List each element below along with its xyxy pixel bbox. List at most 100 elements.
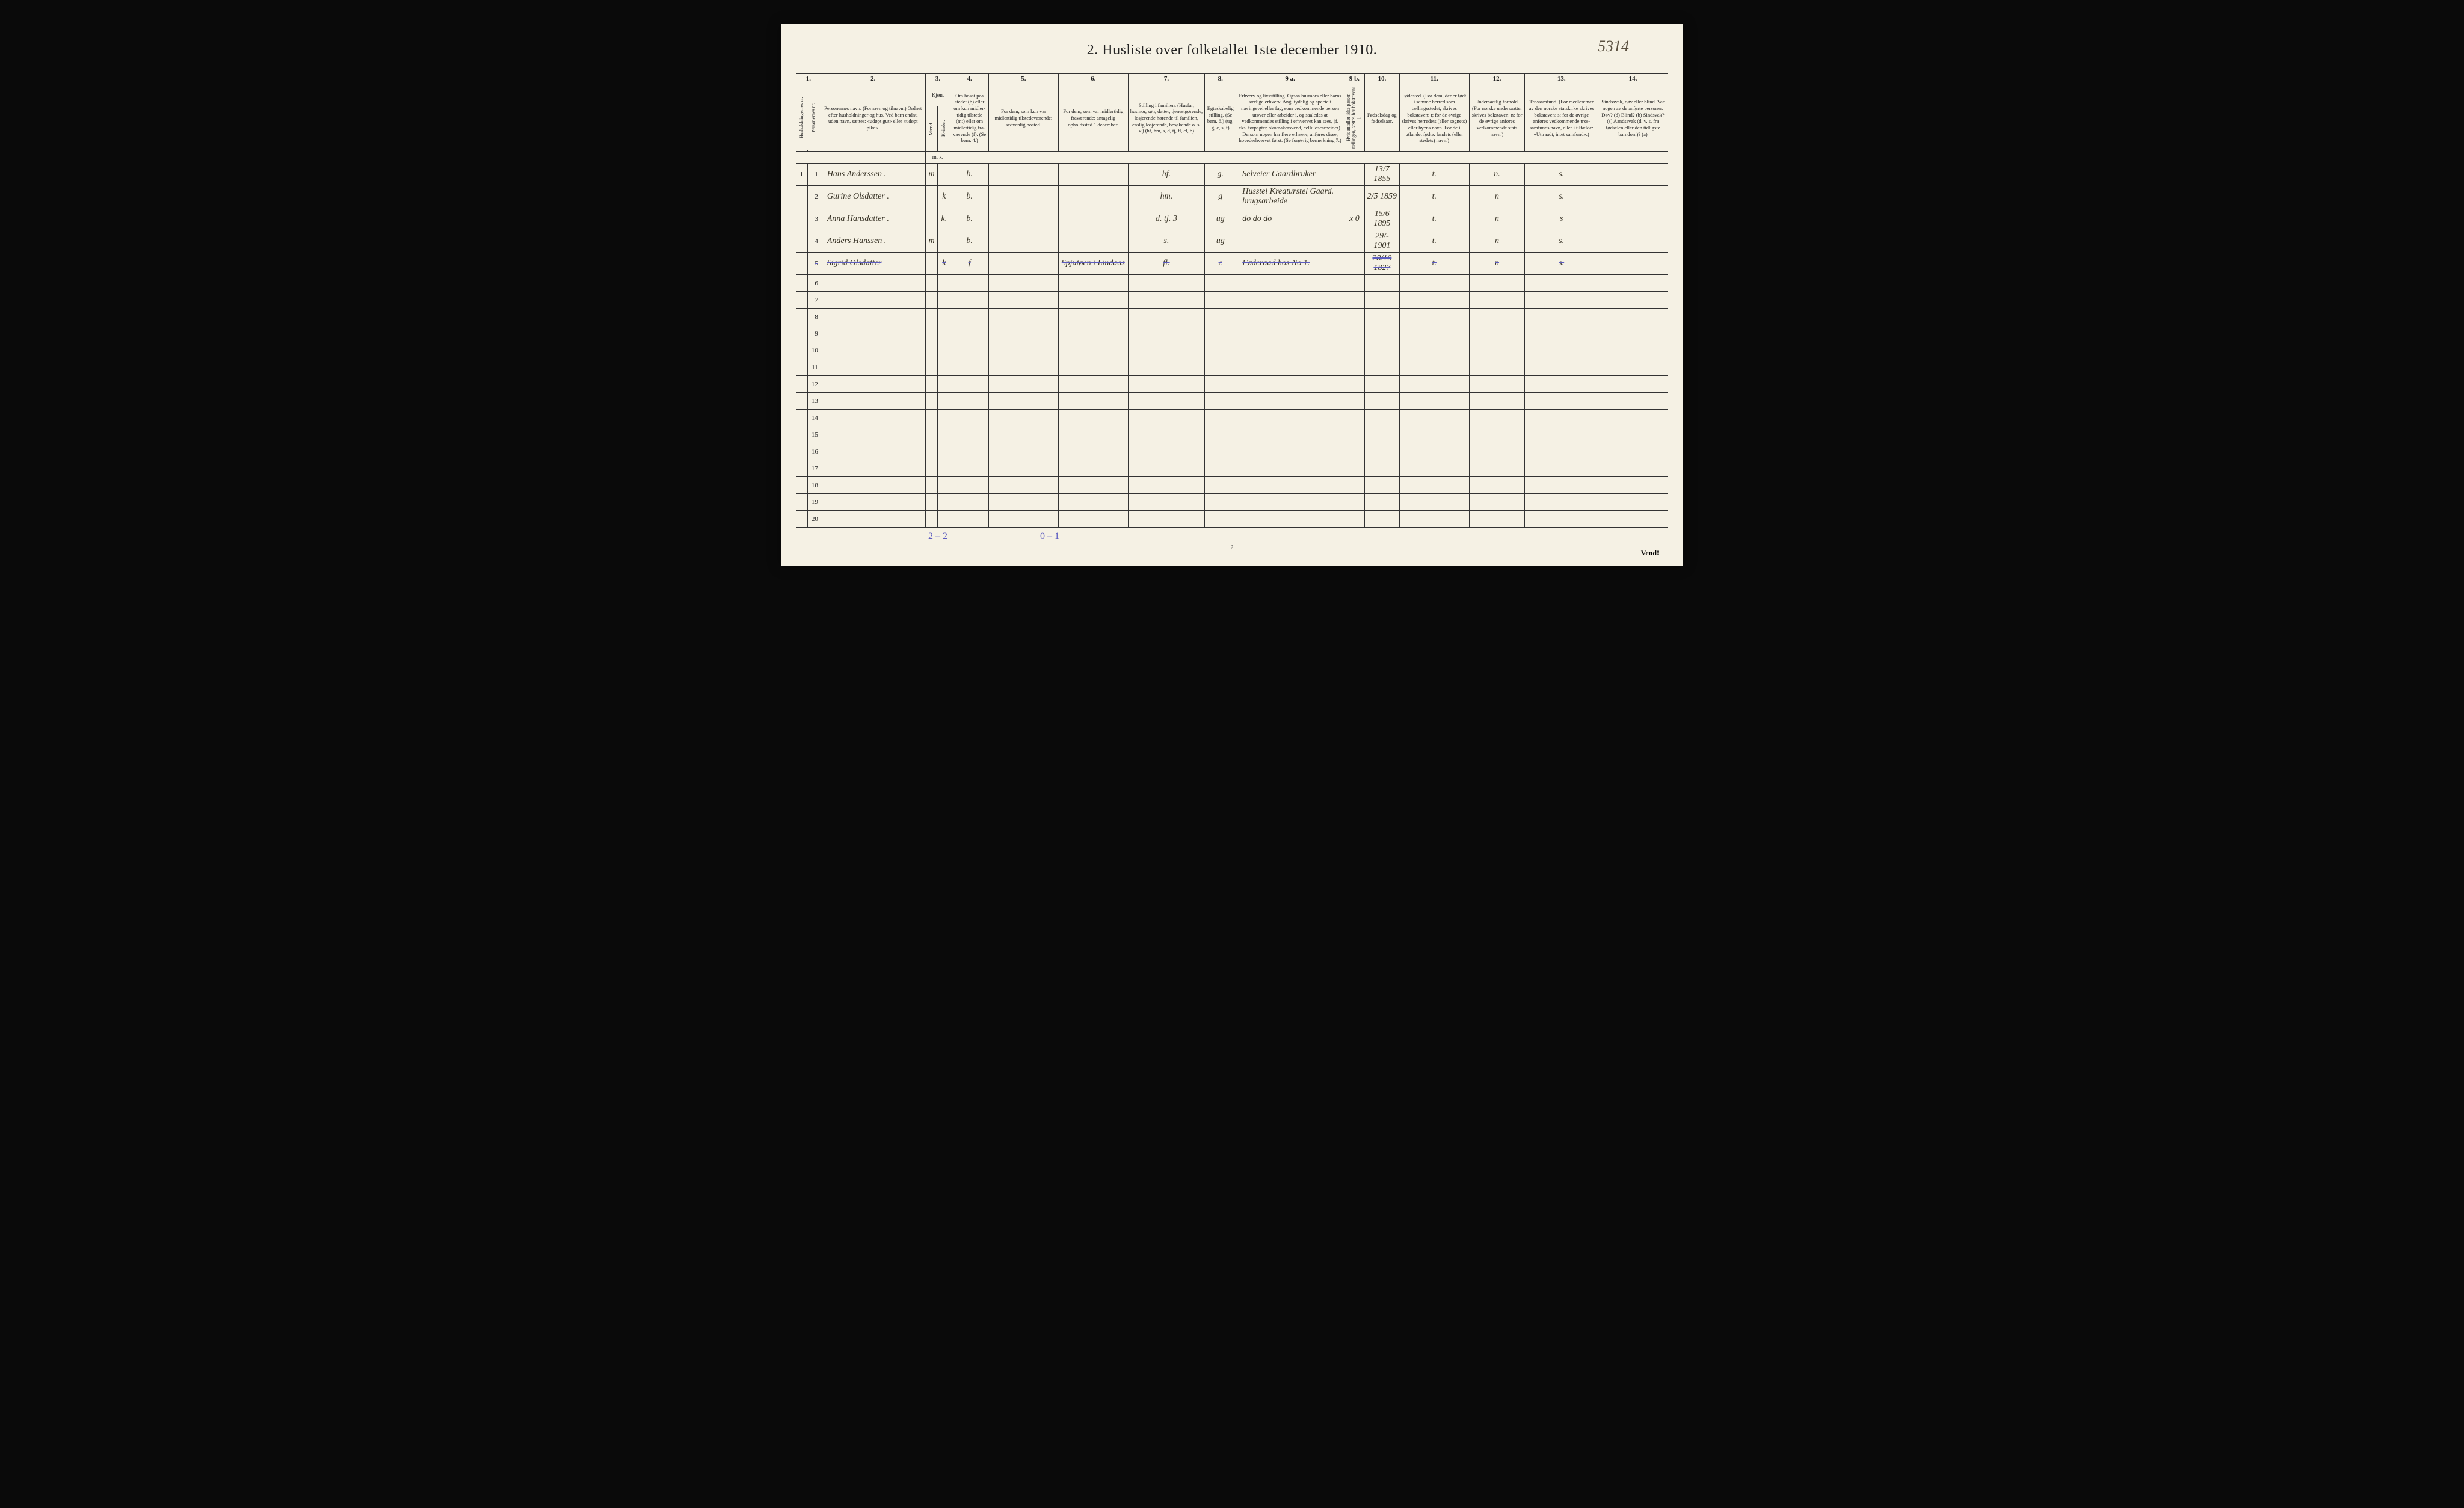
cell-sex-m: m	[925, 230, 938, 253]
cell-family-pos: s.	[1128, 230, 1204, 253]
cell-empty	[1364, 376, 1399, 393]
cell-empty	[1598, 342, 1668, 359]
table-row-empty: 14	[796, 410, 1668, 426]
cell-empty	[1525, 376, 1598, 393]
header-fodested: Fødested. (For dem, der er født i samme …	[1399, 85, 1469, 151]
cell-empty	[1399, 443, 1469, 460]
cell-residence: b.	[950, 186, 989, 208]
cell-empty: 17	[807, 460, 821, 477]
header-erhverv: Erhverv og livsstilling. Ogsaa husmors e…	[1236, 85, 1344, 151]
cell-empty	[796, 275, 808, 292]
cell-empty	[1058, 342, 1128, 359]
table-row: 5Sigrid OlsdatterkfSpjutøen i Lindaasfl.…	[796, 253, 1668, 275]
cell-birth-date: 2/5 1859	[1364, 186, 1399, 208]
cell-empty	[1525, 342, 1598, 359]
table-row-empty: 16	[796, 443, 1668, 460]
cell-empty	[821, 511, 925, 528]
cell-empty	[1469, 477, 1525, 494]
cell-nationality: n	[1469, 208, 1525, 230]
cell-empty	[1598, 443, 1668, 460]
cell-empty	[989, 460, 1059, 477]
cell-empty	[1525, 494, 1598, 511]
cell-empty	[1344, 376, 1364, 393]
cell-empty	[938, 443, 950, 460]
table-row-empty: 7	[796, 292, 1668, 309]
cell-empty	[938, 359, 950, 376]
cell-empty	[938, 511, 950, 528]
cell-empty	[1364, 460, 1399, 477]
cell-occupation: Føderaad hos No 1.	[1236, 253, 1344, 275]
cell-empty	[938, 325, 950, 342]
cell-empty	[1469, 359, 1525, 376]
cell-empty: 19	[807, 494, 821, 511]
cell-empty	[1469, 309, 1525, 325]
cell-empty	[1469, 443, 1525, 460]
cell-sex-k: k.	[938, 208, 950, 230]
header-kjon: Kjøn.	[925, 85, 950, 106]
cell-empty	[1344, 275, 1364, 292]
cell-empty	[1469, 325, 1525, 342]
cell-empty	[1364, 511, 1399, 528]
cell-empty	[821, 393, 925, 410]
cell-person-nr: 2	[807, 186, 821, 208]
header-hvis: Hvis antallet ikke passer tællingen, sæt…	[1344, 85, 1364, 151]
cell-empty	[950, 359, 989, 376]
cell-empty	[1525, 309, 1598, 325]
cell-marital: e	[1205, 253, 1236, 275]
header-bosat: Om bosat paa stedet (b) eller om kun mid…	[950, 85, 989, 151]
cell-empty	[1598, 410, 1668, 426]
cell-nationality: n	[1469, 186, 1525, 208]
table-row-empty: 10	[796, 342, 1668, 359]
cell-empty	[821, 376, 925, 393]
cell-birth-date: 13/7 1855	[1364, 164, 1399, 186]
cell-empty	[1205, 410, 1236, 426]
cell-hvis: x 0	[1344, 208, 1364, 230]
cell-empty	[1364, 292, 1399, 309]
cell-person-nr: 4	[807, 230, 821, 253]
header-sind: Sindssvak, døv eller blind. Var nogen av…	[1598, 85, 1668, 151]
cell-empty	[950, 443, 989, 460]
cell-empty	[796, 460, 808, 477]
cell-empty	[1205, 443, 1236, 460]
table-row-empty: 17	[796, 460, 1668, 477]
cell-empty	[925, 359, 938, 376]
cell-empty	[1525, 410, 1598, 426]
cell-empty	[821, 342, 925, 359]
blank	[796, 151, 926, 163]
cell-empty	[1469, 393, 1525, 410]
cell-empty	[1058, 325, 1128, 342]
cell-empty	[1344, 342, 1364, 359]
cell-empty	[821, 292, 925, 309]
cell-empty	[925, 292, 938, 309]
cell-empty	[796, 292, 808, 309]
cell-empty	[1469, 410, 1525, 426]
cell-family-pos: hf.	[1128, 164, 1204, 186]
cell-empty	[1058, 393, 1128, 410]
cell-empty	[938, 376, 950, 393]
cell-empty	[796, 309, 808, 325]
cell-empty	[1344, 292, 1364, 309]
cell-birthplace: t.	[1399, 164, 1469, 186]
cell-empty	[1364, 359, 1399, 376]
cell-empty	[1205, 426, 1236, 443]
cell-empty	[1598, 511, 1668, 528]
table-body: 1.1Hans Anderssen .mb.hf.g.Selveier Gaar…	[796, 164, 1668, 528]
cell-empty	[925, 275, 938, 292]
cell-person-name: Anna Hansdatter .	[821, 208, 925, 230]
cell-empty	[950, 494, 989, 511]
colnum: 2.	[821, 74, 925, 85]
cell-empty	[1364, 393, 1399, 410]
cell-hvis	[1344, 164, 1364, 186]
cell-empty	[1525, 460, 1598, 477]
colnum: 10.	[1364, 74, 1399, 85]
table-row-empty: 9	[796, 325, 1668, 342]
cell-empty: 7	[807, 292, 821, 309]
cell-empty	[1399, 376, 1469, 393]
cell-empty	[1525, 477, 1598, 494]
cell-absent-where	[1058, 164, 1128, 186]
cell-empty	[821, 477, 925, 494]
cell-empty	[1236, 511, 1344, 528]
cell-empty	[796, 494, 808, 511]
colnum: 11.	[1399, 74, 1469, 85]
cell-empty	[950, 410, 989, 426]
